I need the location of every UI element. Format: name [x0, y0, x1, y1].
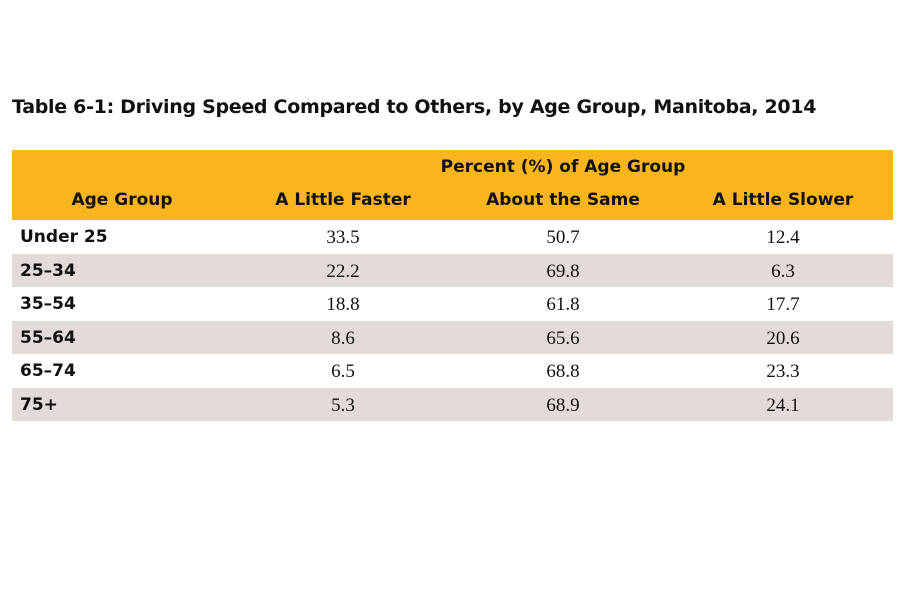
table-cell: 17.7	[766, 294, 800, 315]
table-cell: 68.8	[546, 361, 580, 382]
table-row: 35–54 18.8 61.8 17.7	[12, 287, 893, 321]
column-header: A Little Slower	[712, 190, 854, 210]
table-cell: 5.3	[331, 394, 355, 416]
group-header: Percent (%) of Age Group	[440, 157, 686, 177]
table: Percent (%) of Age Group Age Group A Litt…	[12, 150, 893, 421]
table-cell: 61.8	[546, 294, 580, 315]
table-cell: 20.6	[766, 327, 800, 349]
row-label: 75+	[20, 394, 58, 415]
table-row: 75+ 5.3 68.9 24.1	[12, 387, 893, 421]
table-cell: 24.1	[766, 394, 800, 416]
row-label: 55–64	[20, 327, 76, 348]
table-row: 65–74 6.5 68.8 23.3	[12, 354, 893, 388]
table-cell: 33.5	[326, 227, 360, 248]
column-header: About the Same	[486, 190, 640, 210]
row-label: Under 25	[20, 227, 108, 247]
table-header: Percent (%) of Age Group Age Group A Litt…	[12, 150, 893, 220]
row-label: 25–34	[20, 260, 76, 281]
row-label: 35–54	[20, 294, 76, 314]
table-cell: 69.8	[546, 260, 580, 282]
table-cell: 65.6	[546, 327, 580, 349]
table-row: 25–34 22.2 69.8 6.3	[12, 253, 893, 287]
table-cell: 50.7	[546, 227, 580, 248]
table-cell: 18.8	[326, 294, 360, 315]
table-cell: 12.4	[766, 227, 800, 248]
table-cell: 8.6	[331, 327, 355, 349]
table-cell: 6.5	[331, 361, 355, 382]
row-label: 65–74	[20, 361, 76, 381]
table-cell: 22.2	[326, 260, 360, 282]
table-cell: 6.3	[771, 260, 795, 282]
table-row: 55–64 8.6 65.6 20.6	[12, 320, 893, 354]
table-title: Table 6-1: Driving Speed Compared to Oth…	[12, 96, 817, 118]
column-header: Age Group	[71, 190, 173, 210]
table-cell: 23.3	[766, 361, 800, 382]
column-header: A Little Faster	[275, 190, 411, 210]
table-cell: 68.9	[546, 394, 580, 416]
table-row: Under 25 33.5 50.7 12.4	[12, 220, 893, 254]
